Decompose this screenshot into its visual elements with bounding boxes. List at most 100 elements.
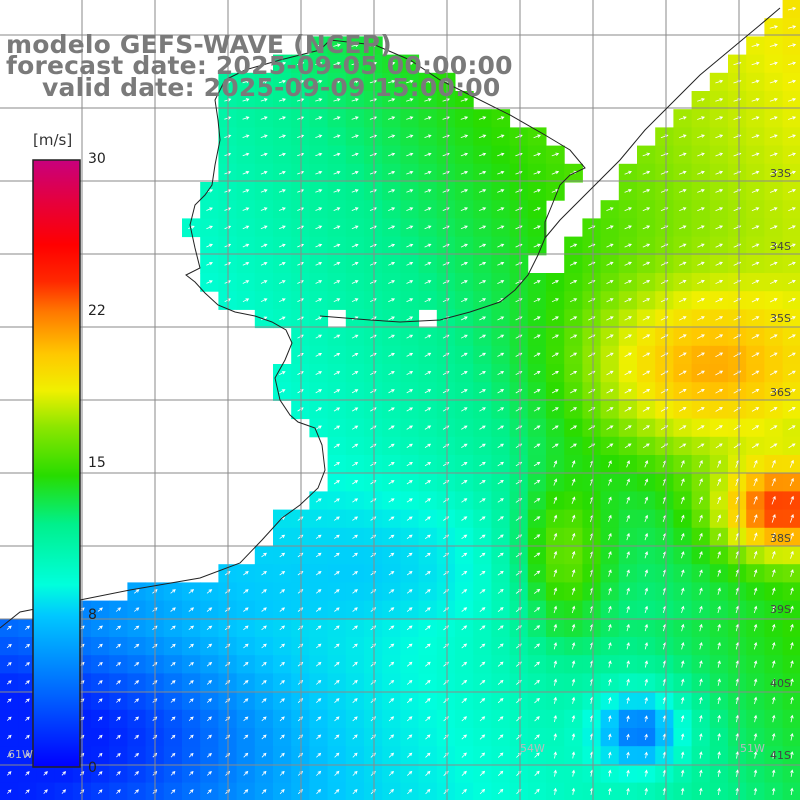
wind-arrow bbox=[642, 225, 651, 230]
wind-arrow bbox=[715, 134, 724, 139]
wind-arrow bbox=[662, 787, 667, 795]
wind-arrow bbox=[642, 334, 651, 339]
wind-arrow bbox=[751, 225, 760, 230]
colorbar-unit-label: [m/s] bbox=[33, 131, 73, 149]
wind-arrow bbox=[751, 152, 760, 157]
wind-arrow bbox=[315, 353, 323, 357]
wind-arrow bbox=[316, 716, 322, 722]
wind-arrow bbox=[534, 697, 540, 704]
wind-arrow bbox=[334, 716, 340, 722]
wind-arrow bbox=[479, 625, 486, 631]
wind-arrow bbox=[680, 714, 685, 723]
wind-arrow bbox=[769, 116, 778, 120]
wind-arrow bbox=[571, 460, 576, 468]
wind-arrow bbox=[571, 478, 576, 486]
wind-arrow bbox=[534, 734, 540, 740]
wind-arrow bbox=[497, 588, 504, 594]
wind-arrow bbox=[497, 152, 505, 157]
wind-arrow bbox=[479, 661, 486, 667]
wind-arrow bbox=[261, 607, 267, 612]
wind-arrow bbox=[608, 660, 612, 668]
wind-arrow bbox=[679, 243, 687, 248]
wind-arrow bbox=[644, 769, 648, 777]
wind-arrow bbox=[644, 715, 648, 722]
wind-arrow bbox=[770, 407, 778, 412]
wind-arrow bbox=[570, 407, 578, 412]
wind-arrow bbox=[7, 752, 12, 758]
wind-arrow bbox=[6, 734, 12, 740]
wind-arrow bbox=[406, 407, 414, 412]
wind-arrow bbox=[6, 662, 12, 667]
wind-arrow bbox=[315, 134, 323, 138]
wind-arrow bbox=[497, 389, 505, 394]
wind-arrow bbox=[788, 334, 796, 339]
wind-arrow bbox=[242, 280, 250, 284]
wind-arrow bbox=[424, 534, 431, 540]
wind-arrow bbox=[261, 680, 267, 685]
wind-arrow bbox=[697, 225, 705, 230]
wind-arrow bbox=[388, 280, 396, 284]
wind-arrow bbox=[678, 116, 687, 120]
wind-arrow bbox=[115, 607, 122, 612]
wind-arrow bbox=[406, 571, 413, 576]
wind-arrow bbox=[407, 770, 413, 776]
wind-arrow bbox=[406, 316, 414, 321]
wind-arrow bbox=[98, 752, 103, 758]
wind-arrow bbox=[772, 642, 776, 650]
wind-arrow bbox=[678, 152, 687, 157]
wind-arrow bbox=[715, 334, 724, 339]
wind-arrow bbox=[680, 532, 685, 541]
wind-arrow bbox=[279, 734, 285, 740]
wind-arrow bbox=[715, 116, 724, 120]
wind-arrow bbox=[334, 607, 340, 612]
wind-arrow bbox=[788, 134, 796, 139]
wind-arrow bbox=[569, 280, 578, 284]
wind-arrow bbox=[279, 625, 286, 631]
wind-arrow bbox=[260, 134, 268, 138]
wind-arrow bbox=[626, 496, 630, 504]
wind-arrow bbox=[133, 589, 140, 594]
wind-arrow bbox=[751, 207, 760, 212]
wind-arrow bbox=[699, 696, 703, 704]
wind-arrow bbox=[406, 98, 414, 102]
wind-arrow bbox=[533, 371, 541, 376]
wind-arrow bbox=[333, 371, 341, 375]
wind-arrow bbox=[334, 534, 340, 539]
wind-arrow bbox=[479, 261, 487, 266]
wind-arrow bbox=[351, 189, 359, 193]
wind-arrow bbox=[406, 516, 413, 521]
wind-arrow bbox=[624, 389, 632, 394]
wind-arrow bbox=[717, 623, 721, 632]
wind-arrow bbox=[680, 733, 685, 741]
wind-arrow bbox=[352, 770, 358, 776]
wind-arrow bbox=[642, 207, 651, 212]
wind-arrow bbox=[789, 459, 794, 468]
wind-arrow bbox=[478, 116, 487, 120]
lat-label: 35S bbox=[770, 312, 791, 325]
wind-arrow bbox=[624, 407, 632, 412]
wind-arrow bbox=[570, 443, 577, 449]
wind-arrow bbox=[753, 495, 758, 505]
wind-arrow bbox=[772, 587, 776, 595]
wind-arrow bbox=[479, 461, 486, 467]
wind-arrow bbox=[315, 43, 323, 47]
wind-arrow bbox=[297, 716, 303, 722]
wind-arrow bbox=[242, 170, 250, 175]
wind-arrow bbox=[751, 389, 760, 394]
wind-arrow bbox=[751, 261, 760, 266]
wind-arrow bbox=[351, 407, 359, 412]
wind-arrow bbox=[772, 569, 776, 577]
wind-arrow bbox=[460, 298, 468, 303]
wind-arrow bbox=[351, 298, 359, 303]
wind-arrow bbox=[735, 751, 739, 759]
wind-arrow bbox=[769, 389, 778, 394]
wind-arrow bbox=[261, 770, 267, 776]
wind-arrow bbox=[497, 371, 505, 376]
wind-arrow bbox=[315, 261, 323, 266]
wind-arrow bbox=[479, 443, 486, 448]
wind-arrow bbox=[406, 261, 414, 266]
wind-arrow bbox=[333, 261, 341, 266]
wind-arrow bbox=[497, 243, 505, 248]
wind-arrow bbox=[606, 407, 614, 412]
wind-arrow bbox=[697, 279, 705, 285]
